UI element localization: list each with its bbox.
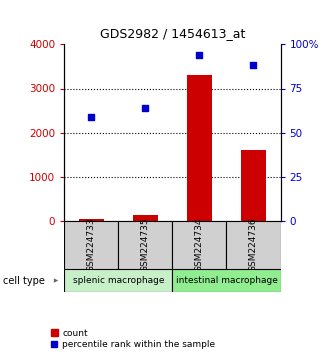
Bar (173, 269, 280, 292)
Bar (173, 221, 226, 269)
Text: intestinal macrophage: intestinal macrophage (176, 276, 278, 285)
Point (143, 105, 148, 111)
Title: GDS2982 / 1454613_at: GDS2982 / 1454613_at (100, 27, 245, 40)
Point (251, 63, 256, 68)
Point (197, 52, 202, 58)
Bar (79, 219, 104, 221)
Bar (118, 221, 173, 269)
Bar (241, 149, 266, 221)
Legend: count, percentile rank within the sample: count, percentile rank within the sample (51, 329, 215, 349)
Text: splenic macrophage: splenic macrophage (73, 276, 164, 285)
Bar (187, 75, 212, 221)
Text: GSM224733: GSM224733 (87, 218, 96, 273)
Bar (64, 221, 118, 269)
Text: GSM224736: GSM224736 (249, 218, 258, 273)
Text: cell type: cell type (3, 275, 45, 286)
Text: GSM224734: GSM224734 (195, 218, 204, 272)
Bar (64, 269, 173, 292)
Point (89, 114, 94, 120)
Bar (226, 221, 280, 269)
Text: GSM224735: GSM224735 (141, 218, 150, 273)
Bar (133, 216, 157, 221)
